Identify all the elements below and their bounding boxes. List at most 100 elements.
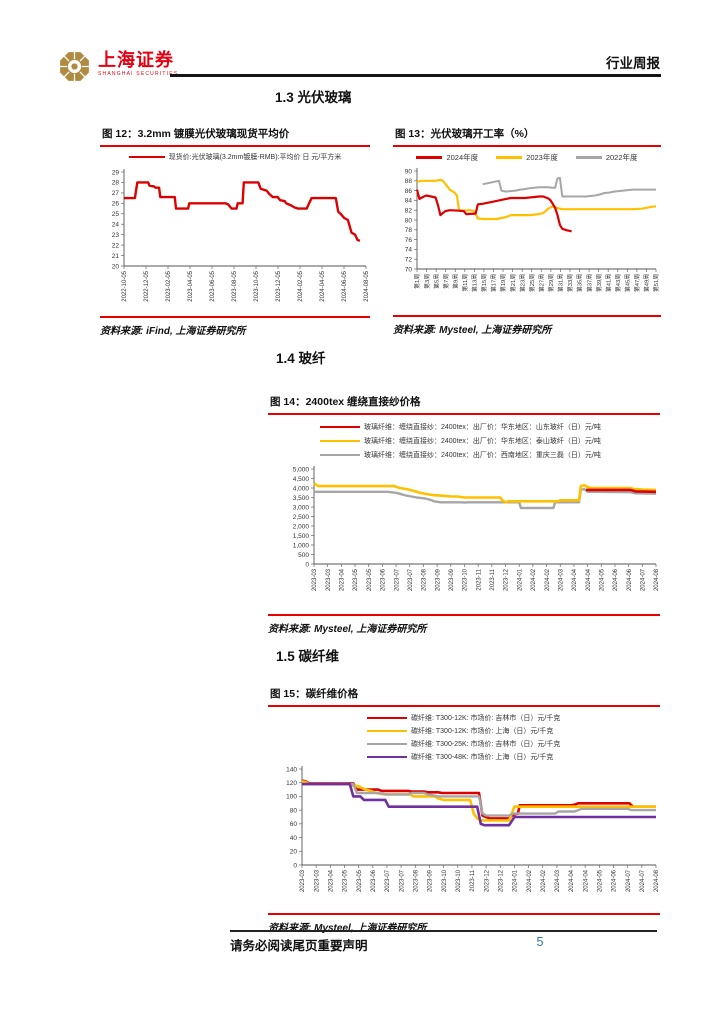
svg-text:第45周: 第45周	[624, 274, 632, 292]
legend-item: 玻璃纤维：缠绕直接纱：2400tex：出厂价：华东地区：山东玻纤（日）元/吨	[320, 422, 660, 432]
figure-12-block: 图 12：3.2mm 镀膜光伏玻璃现货平均价 现货价:光伏玻璃(3.2mm镀膜-…	[100, 124, 370, 337]
figure-15-divider	[268, 913, 660, 915]
brand-name-cn: 上海证券	[98, 50, 174, 70]
svg-text:2024-03: 2024-03	[558, 568, 564, 591]
legend-label: 现货价:光伏玻璃(3.2mm镀膜-RMB):平均价 日 元/平方米	[168, 154, 342, 161]
svg-text:21: 21	[112, 253, 120, 260]
svg-text:2024-02: 2024-02	[531, 568, 537, 591]
svg-text:29: 29	[112, 169, 120, 176]
svg-text:26: 26	[112, 201, 120, 208]
svg-text:2023-09: 2023-09	[428, 869, 434, 892]
legend-label: 玻璃纤维：缠绕直接纱：2400tex：出厂价：西南地区：重庆三磊（日）元/吨	[364, 452, 601, 459]
svg-text:2023-06-05: 2023-06-05	[210, 270, 216, 301]
legend-label: 碳纤维: T300-25K: 市场价: 吉林市（日）元/千克	[411, 741, 561, 748]
svg-text:2024-08: 2024-08	[654, 869, 660, 892]
legend-label: 碳纤维: T300-12K: 市场价: 上海（日）元/千克	[411, 728, 554, 735]
legend-label: 碳纤维: T300-48K: 市场价: 上海（日）元/千克	[411, 754, 554, 761]
svg-text:2024-02: 2024-02	[541, 869, 547, 892]
svg-text:2023-07: 2023-07	[385, 869, 391, 892]
svg-text:23: 23	[112, 232, 120, 239]
svg-text:第51周: 第51周	[652, 274, 660, 292]
legend-item: 玻璃纤维：缠绕直接纱：2400tex：出厂价：华东地区：泰山玻纤（日）元/吨	[320, 436, 660, 446]
svg-text:2023-07: 2023-07	[408, 568, 414, 591]
figure-13-source: 资料来源: Mysteel, 上海证券研究所	[393, 325, 552, 336]
svg-text:第37周: 第37周	[585, 274, 593, 292]
svg-text:3,000: 3,000	[293, 504, 310, 511]
svg-text:2024-06: 2024-06	[613, 568, 619, 591]
figure-13-block: 图 13：光伏玻璃开工率（%） 2024年度 2023年度 2022年度 70 72 7…	[393, 124, 661, 336]
svg-text:2023-11: 2023-11	[490, 568, 496, 590]
svg-text:0: 0	[305, 561, 309, 568]
svg-text:2023-08: 2023-08	[413, 869, 419, 892]
svg-text:1,000: 1,000	[293, 542, 310, 549]
figure-14-block: 图 14：2400tex 缠绕直接纱价格 玻璃纤维：缠绕直接纱：2400tex：…	[268, 392, 660, 635]
svg-text:90: 90	[405, 168, 413, 175]
svg-text:2023-04: 2023-04	[340, 568, 346, 591]
svg-text:70: 70	[405, 266, 413, 273]
svg-text:2024-08: 2024-08	[654, 568, 660, 591]
svg-text:第33周: 第33周	[566, 274, 574, 292]
figure-15-source: 资料来源: Mysteel, 上海证券研究所	[268, 923, 427, 934]
figure-15-legend: 碳纤维: T300-12K: 市场价: 吉林市（日）元/千克 碳纤维: T300-…	[367, 713, 660, 762]
legend-swatch	[320, 425, 360, 429]
svg-text:25: 25	[112, 211, 120, 218]
svg-text:第15周: 第15周	[480, 274, 488, 292]
figure-14-title: 图 14：2400tex 缠绕直接纱价格	[268, 392, 660, 415]
svg-text:500: 500	[298, 552, 309, 559]
svg-text:4,000: 4,000	[293, 485, 310, 492]
svg-text:2024-06: 2024-06	[612, 869, 618, 892]
svg-text:2024-04: 2024-04	[583, 869, 589, 892]
svg-text:第3周: 第3周	[423, 274, 431, 289]
svg-text:2024-02: 2024-02	[527, 869, 533, 892]
svg-text:2024-03: 2024-03	[555, 869, 561, 892]
svg-text:2023-02-05: 2023-02-05	[166, 270, 172, 301]
section-heading-1-5: 1.5 碳纤维	[276, 649, 340, 664]
svg-text:第29周: 第29周	[547, 274, 555, 292]
svg-text:2023-12: 2023-12	[484, 869, 490, 892]
legend-item: 2024年度	[416, 152, 478, 163]
svg-text:82: 82	[405, 208, 413, 215]
legend-label: 碳纤维: T300-12K: 市场价: 吉林市（日）元/千克	[411, 715, 561, 722]
svg-text:2024-05: 2024-05	[598, 869, 604, 892]
svg-text:2024-06-05: 2024-06-05	[342, 270, 348, 301]
legend-item: 现货价:光伏玻璃(3.2mm镀膜-RMB):平均价 日 元/平方米	[128, 152, 342, 162]
svg-text:第13周: 第13周	[471, 274, 479, 292]
fiberglass-yarn-price-chart: 0 500 1,000 1,500 2,000 2,500 3,000 3,500 4,000 4…	[293, 466, 660, 591]
coin-emblem-icon	[59, 51, 90, 82]
svg-text:2023-10-05: 2023-10-05	[254, 270, 260, 301]
svg-text:4,500: 4,500	[293, 476, 310, 483]
header-divider	[170, 74, 661, 77]
svg-text:24: 24	[112, 222, 120, 229]
svg-text:78: 78	[405, 227, 413, 234]
svg-text:第1周: 第1周	[413, 274, 421, 289]
svg-text:2022-10-05: 2022-10-05	[122, 270, 128, 301]
figure-15-title: 图 15：碳纤维价格	[268, 684, 660, 707]
svg-text:40: 40	[290, 835, 298, 842]
legend-label: 玻璃纤维：缠绕直接纱：2400tex：出厂价：华东地区：泰山玻纤（日）元/吨	[364, 438, 601, 445]
svg-text:2024-07: 2024-07	[626, 869, 632, 892]
svg-text:第21周: 第21周	[509, 274, 517, 292]
svg-text:80: 80	[290, 807, 298, 814]
svg-text:2023-10: 2023-10	[463, 568, 469, 591]
figure-12-title: 图 12：3.2mm 镀膜光伏玻璃现货平均价	[100, 124, 370, 147]
figure-14-source: 资料来源: Mysteel, 上海证券研究所	[268, 624, 427, 635]
svg-text:2023-08: 2023-08	[422, 568, 428, 591]
legend-label: 玻璃纤维：缠绕直接纱：2400tex：出厂价：华东地区：山东玻纤（日）元/吨	[364, 424, 601, 431]
figure-12-divider	[100, 316, 370, 318]
svg-text:2024-01: 2024-01	[517, 568, 523, 591]
svg-text:2024-08-05: 2024-08-05	[364, 270, 370, 301]
svg-text:第9周: 第9周	[451, 274, 459, 289]
svg-text:2023-10: 2023-10	[442, 869, 448, 892]
legend-item: 2023年度	[496, 152, 558, 163]
svg-text:2023-04: 2023-04	[329, 869, 335, 892]
svg-text:2023-11: 2023-11	[470, 869, 476, 891]
legend-item: 碳纤维: T300-48K: 市场价: 上海（日）元/千克	[367, 752, 660, 762]
svg-text:2023-05: 2023-05	[367, 568, 373, 591]
svg-text:72: 72	[405, 257, 413, 264]
svg-text:2024-07: 2024-07	[640, 869, 646, 892]
legend-swatch	[320, 439, 360, 443]
svg-text:2023-03: 2023-03	[326, 568, 332, 591]
figure-13-legend: 2024年度 2023年度 2022年度	[393, 152, 661, 163]
svg-text:第23周: 第23周	[518, 274, 526, 292]
